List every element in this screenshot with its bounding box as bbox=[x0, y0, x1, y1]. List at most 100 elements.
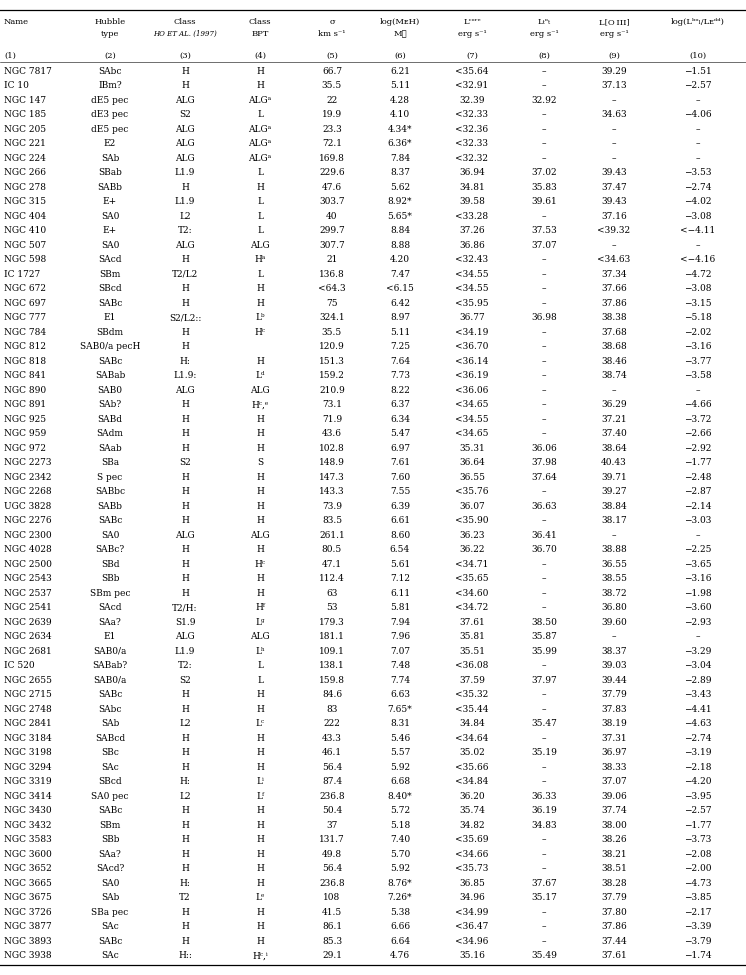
Text: H: H bbox=[181, 488, 189, 496]
Text: –: – bbox=[542, 110, 546, 119]
Text: H: H bbox=[181, 734, 189, 743]
Text: 36.85: 36.85 bbox=[459, 878, 485, 888]
Text: H: H bbox=[256, 81, 264, 91]
Text: 108: 108 bbox=[323, 893, 341, 902]
Text: 38.84: 38.84 bbox=[601, 502, 627, 511]
Text: −2.92: −2.92 bbox=[684, 444, 712, 452]
Text: 37.67: 37.67 bbox=[531, 878, 557, 888]
Text: SABd: SABd bbox=[98, 414, 122, 424]
Text: 35.47: 35.47 bbox=[531, 720, 557, 728]
Text: H: H bbox=[181, 821, 189, 830]
Text: 35.5: 35.5 bbox=[322, 328, 342, 336]
Text: Class: Class bbox=[174, 18, 196, 26]
Text: SABc: SABc bbox=[98, 357, 122, 366]
Text: T2/H:: T2/H: bbox=[172, 604, 198, 612]
Text: 5.61: 5.61 bbox=[390, 560, 410, 568]
Text: 181.1: 181.1 bbox=[319, 632, 345, 642]
Text: Lᶠ: Lᶠ bbox=[256, 792, 264, 800]
Text: NGC 925: NGC 925 bbox=[4, 414, 46, 424]
Text: SAb: SAb bbox=[101, 154, 119, 163]
Text: SAcd: SAcd bbox=[98, 255, 122, 264]
Text: H: H bbox=[181, 922, 189, 931]
Text: 7.84: 7.84 bbox=[390, 154, 410, 163]
Text: 6.21: 6.21 bbox=[390, 66, 410, 76]
Text: SBm pec: SBm pec bbox=[90, 589, 131, 598]
Text: H::: H:: bbox=[178, 952, 192, 960]
Text: –: – bbox=[696, 125, 700, 134]
Text: ALG: ALG bbox=[250, 530, 270, 540]
Text: 7.65*: 7.65* bbox=[388, 705, 413, 714]
Text: 36.86: 36.86 bbox=[459, 241, 485, 250]
Text: UGC 3828: UGC 3828 bbox=[4, 502, 51, 511]
Text: S2: S2 bbox=[179, 676, 191, 684]
Text: 6.63: 6.63 bbox=[390, 690, 410, 699]
Text: log(Lᵇᵒₗ/Lᴇᵈᵈ): log(Lᵇᵒₗ/Lᴇᵈᵈ) bbox=[671, 18, 725, 26]
Text: 75: 75 bbox=[326, 298, 338, 308]
Text: L2: L2 bbox=[179, 720, 191, 728]
Text: −3.85: −3.85 bbox=[684, 893, 712, 902]
Text: T2/L2: T2/L2 bbox=[172, 270, 198, 279]
Text: NGC 2715: NGC 2715 bbox=[4, 690, 52, 699]
Text: NGC 3893: NGC 3893 bbox=[4, 937, 51, 946]
Text: 38.26: 38.26 bbox=[601, 836, 627, 844]
Text: H: H bbox=[256, 850, 264, 859]
Text: 131.7: 131.7 bbox=[319, 836, 345, 844]
Text: 35.51: 35.51 bbox=[459, 646, 485, 656]
Text: <35.73: <35.73 bbox=[455, 864, 489, 874]
Text: 47.6: 47.6 bbox=[322, 182, 342, 192]
Text: Hᶜ,ⁱ: Hᶜ,ⁱ bbox=[252, 952, 268, 960]
Text: NGC 891: NGC 891 bbox=[4, 401, 46, 410]
Text: 37.79: 37.79 bbox=[601, 893, 627, 902]
Text: (6): (6) bbox=[394, 52, 406, 60]
Text: SABc: SABc bbox=[98, 937, 122, 946]
Text: Lᶜᵒʳᵉ: Lᶜᵒʳᵉ bbox=[463, 18, 481, 26]
Text: 38.51: 38.51 bbox=[601, 864, 627, 874]
Text: −4.41: −4.41 bbox=[684, 705, 712, 714]
Text: NGC 3294: NGC 3294 bbox=[4, 762, 51, 772]
Text: 210.9: 210.9 bbox=[319, 386, 345, 395]
Text: NGC 410: NGC 410 bbox=[4, 226, 46, 235]
Text: –: – bbox=[542, 516, 546, 526]
Text: <32.36: <32.36 bbox=[456, 125, 489, 134]
Text: L: L bbox=[257, 110, 263, 119]
Text: 34.82: 34.82 bbox=[460, 821, 485, 830]
Text: −4.63: −4.63 bbox=[684, 720, 712, 728]
Text: H: H bbox=[256, 589, 264, 598]
Text: –: – bbox=[542, 270, 546, 279]
Text: H: H bbox=[181, 502, 189, 511]
Text: <35.90: <35.90 bbox=[455, 516, 489, 526]
Text: −3.15: −3.15 bbox=[684, 298, 712, 308]
Text: 46.1: 46.1 bbox=[322, 748, 342, 758]
Text: 7.60: 7.60 bbox=[390, 473, 410, 482]
Text: dE3 pec: dE3 pec bbox=[92, 110, 128, 119]
Text: –: – bbox=[696, 530, 700, 540]
Text: –: – bbox=[542, 574, 546, 583]
Text: 5.11: 5.11 bbox=[390, 81, 410, 91]
Text: H: H bbox=[181, 545, 189, 554]
Text: H: H bbox=[256, 429, 264, 438]
Text: 37.34: 37.34 bbox=[601, 270, 627, 279]
Text: −3.03: −3.03 bbox=[684, 516, 712, 526]
Text: SBb: SBb bbox=[101, 574, 119, 583]
Text: 38.33: 38.33 bbox=[601, 762, 627, 772]
Text: 8.76*: 8.76* bbox=[388, 878, 413, 888]
Text: H: H bbox=[256, 574, 264, 583]
Text: −4.06: −4.06 bbox=[684, 110, 712, 119]
Text: 6.64: 6.64 bbox=[390, 937, 410, 946]
Text: 8.37: 8.37 bbox=[390, 169, 410, 177]
Text: Lᵍ: Lᵍ bbox=[255, 618, 265, 627]
Text: H: H bbox=[256, 545, 264, 554]
Text: H: H bbox=[181, 66, 189, 76]
Text: 7.94: 7.94 bbox=[390, 618, 410, 627]
Text: IC 520: IC 520 bbox=[4, 661, 34, 670]
Text: 53: 53 bbox=[326, 604, 338, 612]
Text: −2.57: −2.57 bbox=[684, 806, 712, 815]
Text: 7.07: 7.07 bbox=[390, 646, 410, 656]
Text: −3.73: −3.73 bbox=[684, 836, 712, 844]
Text: 39.58: 39.58 bbox=[459, 197, 485, 207]
Text: –: – bbox=[542, 762, 546, 772]
Text: 7.40: 7.40 bbox=[390, 836, 410, 844]
Text: ALG: ALG bbox=[175, 241, 195, 250]
Text: 32.39: 32.39 bbox=[460, 96, 485, 104]
Text: 37.61: 37.61 bbox=[459, 618, 485, 627]
